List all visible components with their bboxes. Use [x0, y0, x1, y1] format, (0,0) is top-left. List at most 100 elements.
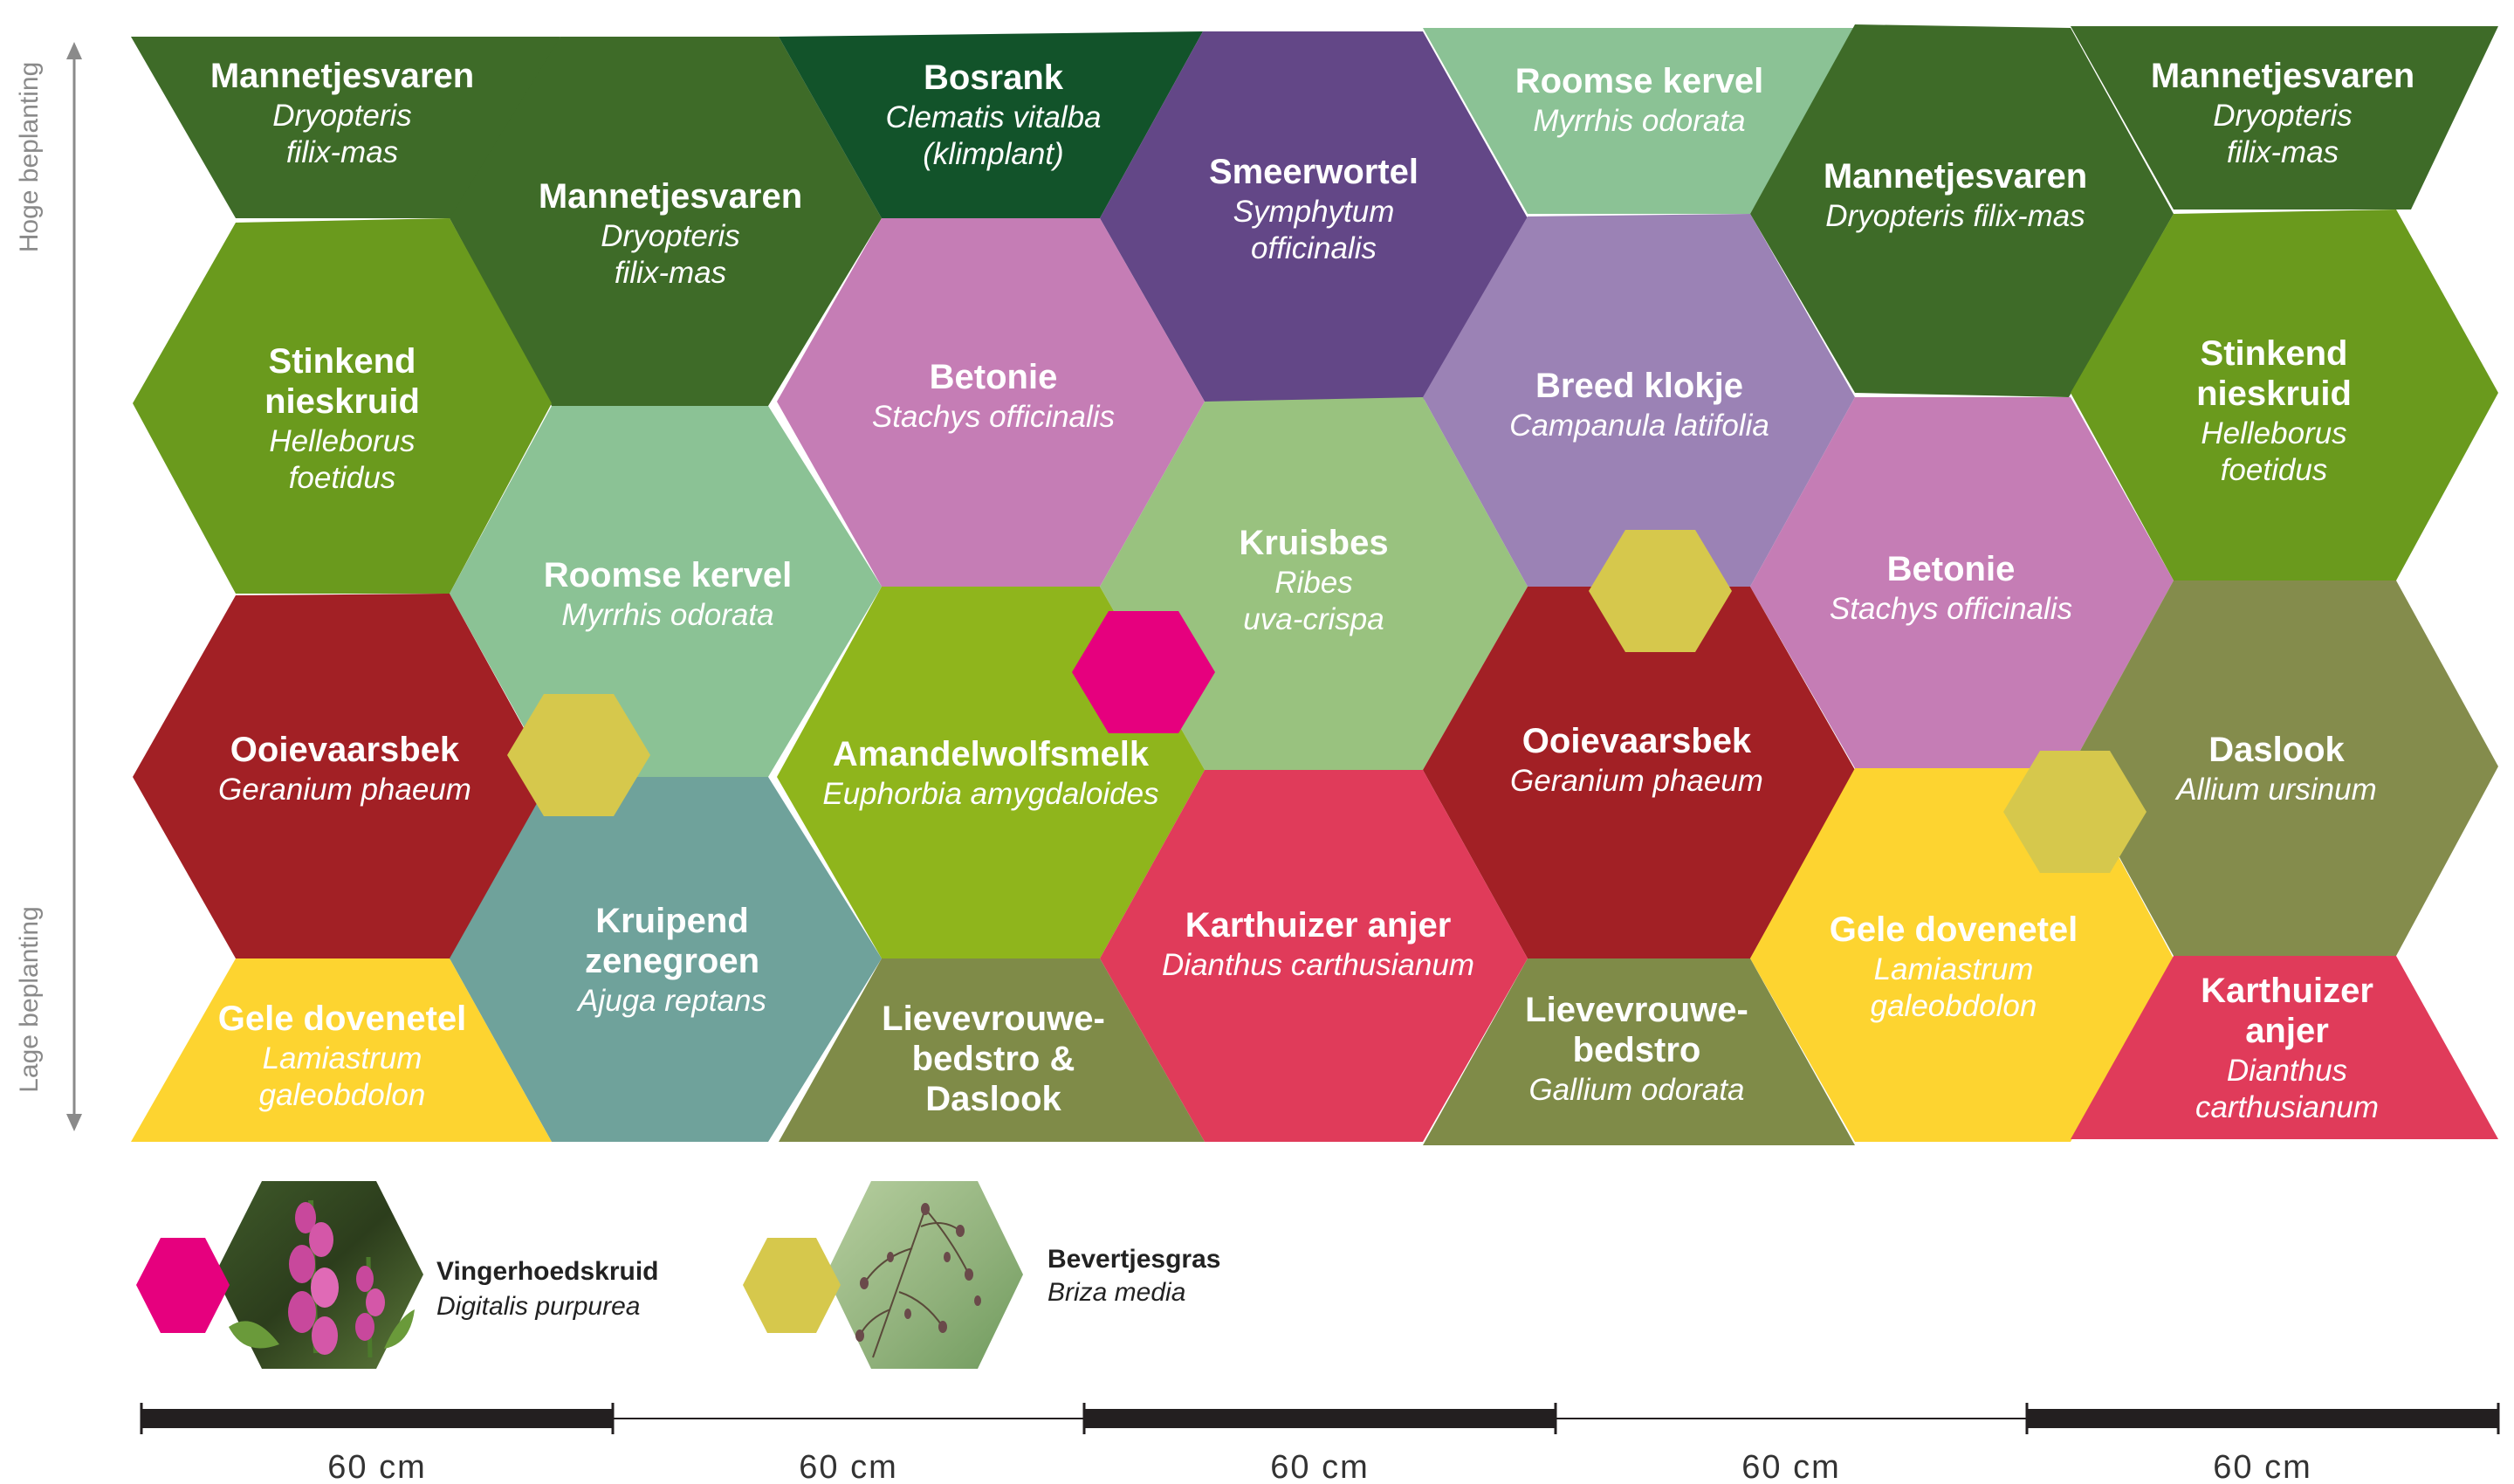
- plant-label: Lievevrouwe-bedstro Gallium odorata: [1525, 991, 1748, 1107]
- plant-scientific-name: officinalis: [1251, 231, 1377, 265]
- plant-common-name: Kruisbes: [1239, 524, 1388, 562]
- plant-label: Betonie Stachys officinalis: [872, 358, 1115, 434]
- plant-scientific-name: Ribes: [1274, 566, 1352, 600]
- plant-scientific-name: Lamiastrum: [263, 1041, 422, 1075]
- plant-common-name: bedstro: [1573, 1031, 1701, 1069]
- plant-scientific-name: foetidus: [289, 461, 396, 495]
- plant-label: Daslook Allium ursinum: [2174, 731, 2377, 807]
- plant-common-name: Stinkend: [269, 342, 416, 381]
- plant-label: Mannetjesvaren Dryopteris filix-mas: [1824, 157, 2087, 233]
- plant-common-name: Roomse kervel: [544, 556, 793, 594]
- plant-cell-shape: [779, 958, 1205, 1142]
- plant-cell-shape: [450, 777, 882, 1142]
- legend-common-name: Bevertjesgras: [1048, 1245, 1220, 1274]
- arrow-up-icon: [66, 42, 82, 59]
- scale-segment-bold: [1084, 1409, 1556, 1428]
- scale-bar: 60 cm 60 cm 60 cm 60 cm 60 cm: [140, 1403, 2500, 1484]
- plant-cell-shape: [777, 218, 1205, 587]
- plant-cell-mannetjesvaren: Mannetjesvaren Dryopteris filix-mas: [2071, 26, 2498, 210]
- plant-label: Breed klokje Campanula latifolia: [1509, 367, 1769, 443]
- plant-label: Kruisbes Ribes uva-crispa: [1239, 524, 1388, 636]
- plant-scientific-name: Clematis vitalba: [885, 100, 1101, 134]
- plant-scientific-name: (klimplant): [923, 137, 1063, 171]
- plant-cell-shape: [2071, 210, 2498, 581]
- plant-common-name: Betonie: [1887, 550, 2016, 588]
- plant-cell-shape: [2071, 26, 2498, 210]
- scale-label: 60 cm: [2213, 1449, 2311, 1484]
- plant-common-name: bedstro &: [912, 1040, 1075, 1078]
- plant-scientific-name: filix-mas: [2227, 135, 2339, 169]
- scale-segment-bold: [141, 1409, 613, 1428]
- plant-cell-shape: [2071, 581, 2498, 956]
- plant-cell-shape: [131, 958, 552, 1142]
- plant-label: Kruipend zenegroen Ajuga reptans: [576, 902, 766, 1018]
- legend-hex-mustard: [743, 1238, 841, 1333]
- plant-label: Mannetjesvaren Dryopteris filix-mas: [539, 177, 802, 290]
- plant-cell-smeerwortel: Smeerwortel Symphytum officinalis: [1100, 31, 1528, 402]
- plant-scientific-name: Stachys officinalis: [1830, 592, 2072, 626]
- plant-cell-shape: [1423, 28, 1855, 214]
- plant-cell-shape: [1423, 958, 1855, 1145]
- plant-cell-mannetjesvaren: Mannetjesvaren Dryopteris filix-mas: [450, 37, 882, 406]
- plant-cell-shape: [1423, 214, 1855, 587]
- plant-scientific-name: Dryopteris: [272, 99, 411, 133]
- plant-scientific-name: Myrrhis odorata: [1533, 104, 1745, 138]
- plant-scientific-name: Dianthus: [2227, 1054, 2347, 1088]
- accent-hex-bevertjesgras: [1589, 530, 1732, 652]
- plant-cell-shape: [1100, 770, 1528, 1142]
- plant-cell-karthuizer-anjer: Karthuizer anjer Dianthus carthusianum: [2071, 956, 2498, 1139]
- plant-cell-bosrank: Bosrank Clematis vitalba (klimplant): [779, 31, 1203, 218]
- plant-scientific-name: filix-mas: [286, 135, 398, 169]
- plant-cell-shape: [450, 406, 882, 777]
- scale-segment-bold: [2027, 1409, 2498, 1428]
- plant-cell-mannetjesvaren: Mannetjesvaren Dryopteris filix-mas: [131, 37, 560, 218]
- plant-cell-shape: [1750, 397, 2174, 768]
- plant-label: Stinkend nieskruid Helleborus foetidus: [2196, 334, 2352, 487]
- plant-label: Stinkend nieskruid Helleborus foetidus: [264, 342, 420, 495]
- plant-scientific-name: uva-crispa: [1243, 602, 1384, 636]
- plant-scientific-name: carthusianum: [2195, 1090, 2379, 1124]
- plant-common-name: Stinkend: [2201, 334, 2348, 373]
- plant-label: Mannetjesvaren Dryopteris filix-mas: [210, 57, 474, 169]
- plant-common-name: Mannetjesvaren: [210, 57, 474, 95]
- plant-common-name: Betonie: [930, 358, 1058, 396]
- plant-scientific-name: Geranium phaeum: [1510, 764, 1763, 798]
- plant-label: Roomse kervel Myrrhis odorata: [1515, 62, 1764, 138]
- plant-scientific-name: Euphorbia amygdaloides: [822, 777, 1158, 811]
- plant-common-name: Lievevrouwe-: [1525, 991, 1748, 1029]
- plant-cell-daslook: Daslook Allium ursinum: [2071, 581, 2498, 956]
- plant-cell-mannetjesvaren: Mannetjesvaren Dryopteris filix-mas: [1750, 24, 2174, 397]
- plant-cell-shape: [779, 31, 1203, 218]
- plant-scientific-name: Helleborus: [269, 424, 415, 458]
- plant-label: Ooievaarsbek Geranium phaeum: [1510, 722, 1763, 798]
- legend-scientific-name: Briza media: [1048, 1278, 1185, 1307]
- plant-common-name: Ooievaarsbek: [1522, 722, 1752, 760]
- plant-cell-gele-dovenetel: Gele dovenetel Lamiastrum galeobdolon: [131, 958, 552, 1142]
- accent-hex-bevertjesgras: [507, 694, 650, 816]
- plant-common-name: nieskruid: [2196, 374, 2352, 413]
- plant-label: Betonie Stachys officinalis: [1830, 550, 2072, 626]
- plant-cell-lievevrouwe-bedstro-daslook: Lievevrouwe-bedstro & Daslook: [779, 958, 1205, 1142]
- axis-label-high: Hoge beplanting: [15, 62, 44, 253]
- plant-common-name: Smeerwortel: [1209, 153, 1418, 191]
- plant-scientific-name: Geranium phaeum: [218, 773, 471, 807]
- plant-label: Roomse kervel Myrrhis odorata: [544, 556, 793, 632]
- plant-common-name: Mannetjesvaren: [539, 177, 802, 216]
- plant-cell-shape: [2071, 956, 2498, 1139]
- plant-label: Mannetjesvaren Dryopteris filix-mas: [2151, 57, 2414, 169]
- plant-label: Smeerwortel Symphytum officinalis: [1209, 153, 1418, 265]
- arrow-down-icon: [66, 1114, 82, 1131]
- plant-common-name: Mannetjesvaren: [1824, 157, 2087, 196]
- plant-common-name: Daslook: [2208, 731, 2345, 769]
- plant-scientific-name: galeobdolon: [1871, 989, 2037, 1023]
- plant-common-name: Gele dovenetel: [218, 1000, 467, 1038]
- plant-scientific-name: Helleborus: [2201, 416, 2346, 450]
- plant-cell-stinkend-nieskruid: Stinkend nieskruid Helleborus foetidus: [2071, 210, 2498, 581]
- legend-scientific-name: Digitalis purpurea: [436, 1292, 640, 1321]
- plant-common-name: nieskruid: [264, 382, 420, 421]
- plant-cell-roomse-kervel: Roomse kervel Myrrhis odorata: [1423, 28, 1855, 214]
- plant-label: Ooievaarsbek Geranium phaeum: [218, 731, 471, 807]
- plant-scientific-name: Dryopteris: [2213, 99, 2352, 133]
- plant-common-name: anjer: [2245, 1012, 2329, 1050]
